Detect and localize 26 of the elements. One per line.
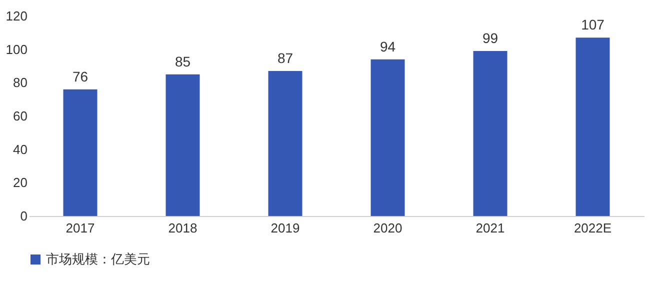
y-tick-label: 120 [6, 8, 28, 24]
data-label: 76 [72, 68, 88, 84]
data-label: 85 [174, 53, 191, 70]
data-label: 87 [277, 50, 294, 66]
bar [576, 38, 610, 216]
y-tick-label: 40 [13, 142, 28, 157]
x-tick-label: 2021 [476, 220, 505, 236]
y-tick-label: 0 [20, 208, 28, 224]
x-tick-label: 2020 [373, 220, 402, 236]
bar [268, 71, 302, 216]
x-tick-label: 2022E [574, 220, 612, 236]
x-tick-label: 2018 [168, 220, 198, 236]
y-tick-label: 60 [13, 108, 28, 124]
y-tick-label: 80 [13, 75, 28, 90]
x-tick-label: 2017 [66, 220, 95, 236]
bar [63, 89, 98, 216]
legend-label: 市场规模：亿美元 [46, 252, 150, 266]
data-label: 107 [581, 16, 605, 33]
bar [166, 74, 200, 216]
y-tick-label: 100 [6, 42, 28, 57]
x-tick-label: 2019 [270, 220, 300, 236]
data-label: 99 [482, 30, 498, 46]
bar [473, 51, 508, 216]
y-tick-label: 20 [13, 175, 28, 190]
data-label: 94 [380, 38, 396, 54]
bar [370, 59, 405, 216]
